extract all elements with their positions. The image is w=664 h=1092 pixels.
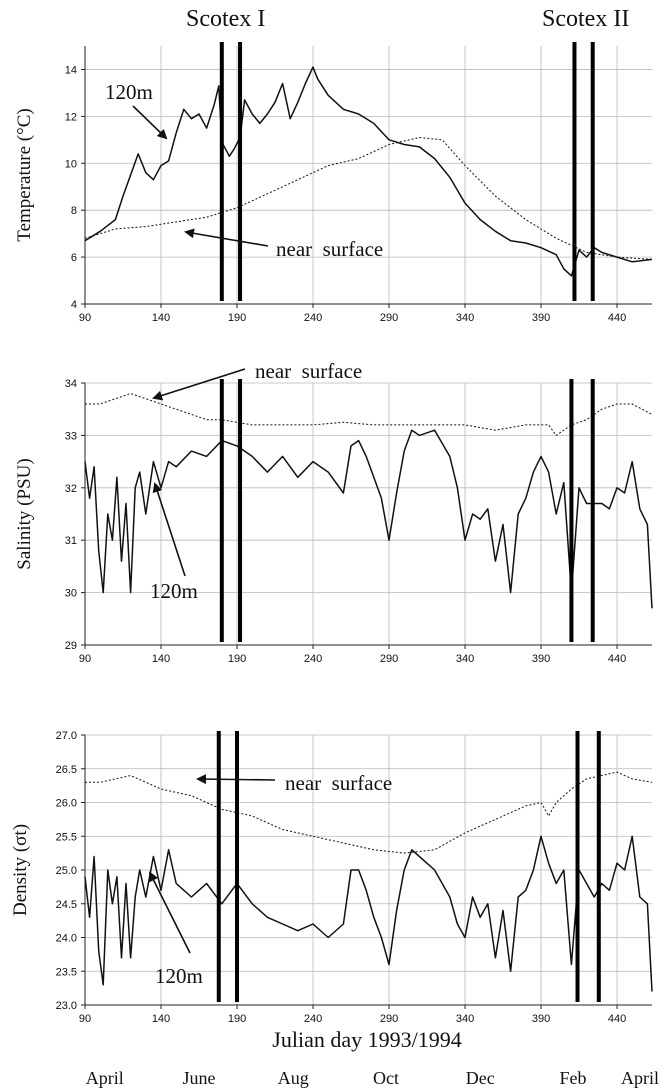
month-label: Aug: [278, 1068, 309, 1088]
x-tick-label: 240: [304, 1013, 322, 1025]
x-tick-label: 140: [152, 653, 170, 665]
y-tick-label: 34: [65, 378, 77, 390]
x-tick-label: 440: [608, 312, 626, 324]
y-axis-title: Salinity (PSU): [14, 458, 35, 569]
y-tick-label: 6: [71, 252, 77, 264]
panel-1: 90 140 190 240 290 340 390 440 4 6 8 10 12 14 Temperat…: [14, 42, 653, 324]
panel-3: 90 140 190 240 290 340 390 440 23.0 23.5 24.0 24.5 2…: [10, 730, 653, 1025]
x-tick-label: 290: [380, 653, 398, 665]
x-tick-label: 390: [532, 312, 550, 324]
y-tick-label: 33: [65, 430, 77, 442]
x-tick-label: 140: [152, 312, 170, 324]
y-tick-label: 24.5: [56, 899, 77, 911]
y-tick-label: 8: [71, 205, 77, 217]
panel-2: 90 140 190 240 290 340 390 440 29 30 31 32 33 34 Salin…: [14, 359, 653, 665]
y-tick-label: 12: [65, 111, 77, 123]
x-tick-label: 190: [228, 653, 246, 665]
annotation-label: 120m: [150, 579, 198, 603]
x-tick-label: 290: [380, 312, 398, 324]
x-tick-label: 340: [456, 653, 474, 665]
y-tick-label: 31: [65, 535, 77, 547]
annotation-arrow: [149, 871, 191, 954]
y-tick-label: 32: [65, 483, 77, 495]
scotex-1-label: Scotex I: [186, 6, 266, 32]
y-tick-label: 29: [65, 640, 77, 652]
annotation-arrow: [196, 774, 276, 785]
x-tick-label: 340: [456, 312, 474, 324]
series-line-120m: [84, 835, 653, 992]
x-tick-label: 240: [304, 312, 322, 324]
y-tick-label: 24.0: [56, 933, 77, 945]
month-label: June: [183, 1068, 216, 1088]
x-tick-label: 190: [228, 312, 246, 324]
y-tick-label: 30: [65, 588, 77, 600]
x-tick-label: 390: [532, 653, 550, 665]
y-tick-label: 4: [71, 299, 77, 311]
month-label: Dec: [466, 1068, 495, 1088]
y-axis-title: Density (σt): [10, 824, 31, 916]
annotation-label: near surface: [276, 237, 383, 261]
y-axis-title: Temperature (°C): [14, 108, 35, 241]
y-tick-label: 25.5: [56, 831, 77, 843]
x-tick-label: 290: [380, 1013, 398, 1025]
x-tick-label: 240: [304, 653, 322, 665]
x-tick-label: 90: [79, 1013, 91, 1025]
x-axis-label: Julian day 1993/1994: [272, 1027, 462, 1052]
y-tick-label: 10: [65, 158, 77, 170]
month-label: April: [621, 1068, 659, 1088]
y-tick-label: 26.5: [56, 764, 77, 776]
annotation-arrow: [152, 368, 246, 401]
x-tick-label: 90: [79, 312, 91, 324]
series-line-near-surface: [85, 393, 653, 436]
annotation-label: near surface: [285, 771, 392, 795]
y-tick-label: 25.0: [56, 865, 77, 877]
y-tick-label: 23.0: [56, 1000, 77, 1012]
month-label: Feb: [559, 1068, 586, 1088]
series-line-120m: [84, 66, 653, 277]
annotation-label: near surface: [255, 359, 362, 383]
x-tick-label: 190: [228, 1013, 246, 1025]
x-tick-label: 440: [608, 1013, 626, 1025]
annotation-arrow: [152, 482, 186, 577]
x-tick-label: 140: [152, 1013, 170, 1025]
x-tick-label: 340: [456, 1013, 474, 1025]
month-label: Oct: [373, 1068, 399, 1088]
y-tick-label: 14: [65, 64, 77, 76]
y-tick-label: 23.5: [56, 966, 77, 978]
month-label: April: [86, 1068, 124, 1088]
y-tick-label: 26.0: [56, 798, 77, 810]
annotation-label: 120m: [155, 964, 203, 988]
x-tick-label: 390: [532, 1013, 550, 1025]
annotation-arrow: [132, 105, 168, 140]
annotation-label: 120m: [105, 80, 153, 104]
series-line-near-surface: [84, 137, 653, 260]
x-tick-label: 440: [608, 653, 626, 665]
y-tick-label: 27.0: [56, 730, 77, 742]
scotex-2-label: Scotex II: [542, 6, 630, 32]
annotation-arrow: [184, 228, 269, 247]
x-tick-label: 90: [79, 653, 91, 665]
